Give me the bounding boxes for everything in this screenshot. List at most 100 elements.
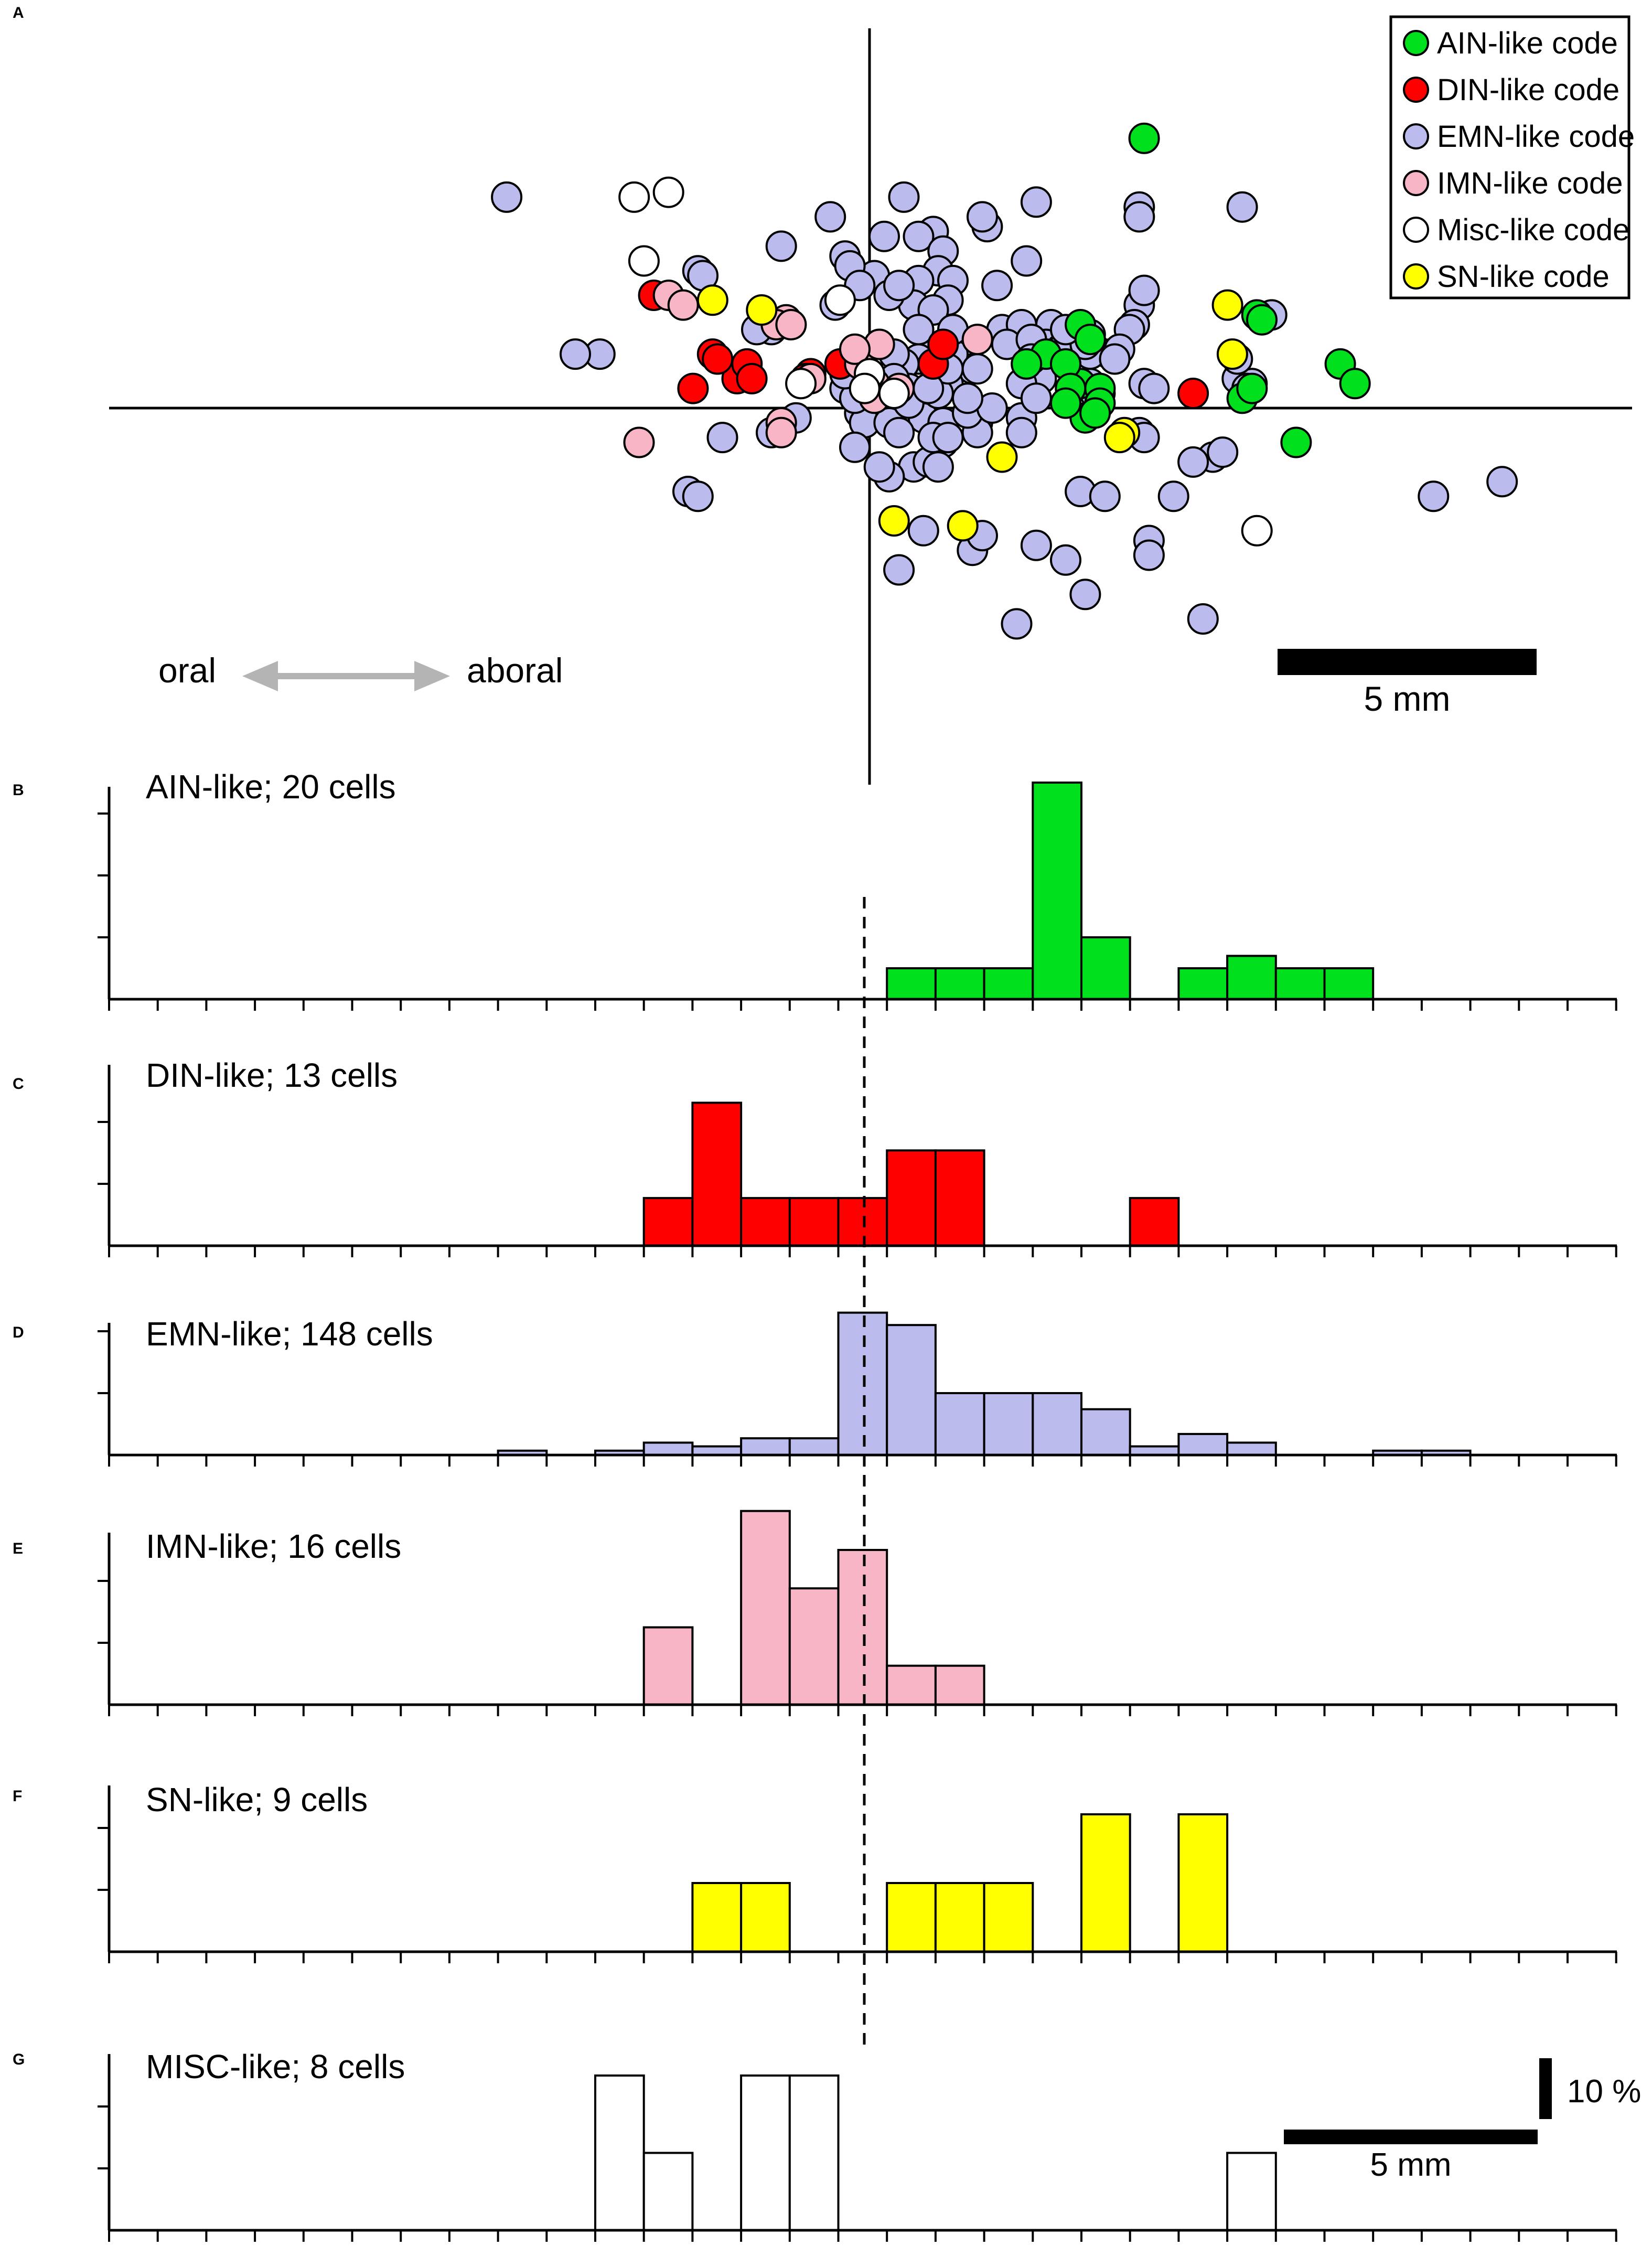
- panel-letter-f: F: [13, 1788, 22, 1805]
- panel-letter-d: D: [13, 1324, 24, 1341]
- scatter-point-emn: [961, 353, 993, 385]
- scatter-point-din: [1177, 378, 1209, 409]
- percent-scale-bar-label: 10 %: [1567, 2073, 1641, 2110]
- scatter-point-emn: [765, 230, 797, 262]
- histogram-bar: [788, 1437, 840, 1457]
- histogram-bar: [1226, 955, 1277, 1001]
- legend-label-imn: IMN-like code: [1437, 166, 1623, 200]
- scatter-point-emn: [491, 181, 523, 213]
- scatter-point-misc: [849, 372, 881, 404]
- legend-marker-ain: [1403, 30, 1429, 56]
- legend-box: [1389, 15, 1630, 300]
- histogram-title: EMN-like; 148 cells: [146, 1315, 433, 1353]
- mm-scale-bar: [1284, 2130, 1538, 2144]
- scatter-point-emn: [814, 201, 846, 233]
- scatter-point-emn: [1099, 343, 1131, 375]
- histogram-bar: [1032, 782, 1083, 1000]
- panel-letter-a: A: [13, 4, 24, 22]
- scatter-point-sn: [1216, 338, 1248, 370]
- legend-marker-misc: [1403, 217, 1429, 243]
- histogram-bar: [1177, 967, 1229, 1000]
- oral-aboral-indicator: oral aboral: [158, 651, 563, 691]
- scatter-point-emn: [1011, 245, 1043, 277]
- histogram-bar: [934, 967, 985, 1000]
- scatter-point-emn: [922, 451, 954, 483]
- scatter-point-misc: [1241, 515, 1273, 547]
- oral-label: oral: [158, 651, 216, 690]
- histogram-bar: [691, 1101, 743, 1247]
- scatter-point-emn: [883, 270, 915, 302]
- scatter-point-din: [677, 372, 709, 404]
- orientation-arrow-right-head: [414, 661, 450, 691]
- percent-scale-bar: [1539, 2058, 1552, 2119]
- histogram-bar: [642, 1441, 694, 1456]
- histogram-bar: [691, 1882, 743, 1953]
- histogram-bar: [1177, 1432, 1229, 1456]
- scatter-point-emn: [932, 422, 964, 454]
- scatter-point-ain: [1079, 397, 1111, 429]
- histogram-bar: [1274, 967, 1326, 1000]
- histogram-bar: [1080, 1408, 1131, 1456]
- scatter-scale-bar: [1278, 649, 1537, 675]
- histogram-bar: [788, 1197, 840, 1247]
- histogram-title: IMN-like; 16 cells: [146, 1527, 401, 1565]
- scatter-point-emn: [1050, 544, 1081, 576]
- histogram-panel-g: MISC-like; 8 cells: [98, 2048, 1617, 2242]
- scatter-point-emn: [1001, 608, 1033, 640]
- scatter-point-emn: [903, 220, 935, 252]
- scatter-point-imn: [623, 426, 655, 458]
- scatter-point-emn: [863, 451, 895, 483]
- scatter-point-emn: [1138, 372, 1170, 404]
- histogram-bar: [642, 2152, 694, 2231]
- scatter-point-emn: [1128, 274, 1160, 306]
- histogram-bar: [1226, 2152, 1277, 2231]
- histogram-bar: [886, 1882, 937, 1953]
- scatter-point-imn: [839, 333, 871, 365]
- histogram-bar: [788, 1587, 840, 1706]
- scatter-point-emn: [1157, 480, 1189, 512]
- histogram-bar: [1226, 1441, 1277, 1456]
- histogram-title: DIN-like; 13 cells: [146, 1056, 398, 1094]
- scatter-point-misc: [628, 245, 660, 277]
- scatter-point-sn: [878, 505, 910, 537]
- scatter-point-misc: [785, 368, 817, 400]
- scatter-point-misc: [618, 181, 650, 213]
- scatter-point-ain: [1339, 368, 1371, 400]
- scatter-point-ain: [1050, 387, 1081, 419]
- histogram-panels: AIN-like; 20 cells DIN-like; 13 cells EMN-…: [98, 768, 1617, 2242]
- scatter-scale-bar-label: 5 mm: [1364, 679, 1451, 718]
- scatter-point-emn: [1020, 186, 1052, 218]
- scatter-point-sn: [947, 510, 979, 542]
- scatter-point-emn: [1207, 436, 1239, 468]
- histogram-bar: [594, 2074, 645, 2231]
- scatter-point-ain: [1128, 122, 1160, 154]
- scatter-point-misc: [878, 378, 910, 409]
- scatter-point-imn: [775, 309, 807, 340]
- scatter-point-sn: [696, 284, 728, 316]
- legend-label-ain: AIN-like code: [1437, 26, 1618, 60]
- scatter-point-emn: [868, 220, 900, 252]
- histogram-bar: [886, 1664, 937, 1706]
- aboral-label: aboral: [467, 651, 563, 690]
- scatter-point-sn: [986, 441, 1018, 473]
- scatter-point-emn: [981, 270, 1013, 302]
- scatter-point-ain: [1074, 324, 1106, 356]
- scatter-point-din: [736, 362, 768, 394]
- scatter-point-emn: [1069, 579, 1101, 611]
- scatter-point-emn: [1226, 191, 1258, 223]
- scatter-point-emn: [1020, 529, 1052, 561]
- scatter-point-ain: [1011, 348, 1043, 380]
- scatter-point-misc: [652, 176, 684, 208]
- scatter-point-emn: [1187, 603, 1219, 635]
- legend-marker-imn: [1403, 170, 1429, 196]
- scatter-point-emn: [883, 554, 915, 586]
- scatter-point-emn: [1418, 480, 1450, 512]
- panel-letter-g: G: [13, 2051, 25, 2068]
- panel-letter-b: B: [13, 782, 24, 799]
- histogram-bar: [934, 1149, 985, 1247]
- scatter-point-emn: [1133, 539, 1165, 571]
- histogram-bar: [740, 1197, 791, 1247]
- histogram-bar: [788, 2074, 840, 2231]
- legend-label-misc: Misc-like code: [1437, 213, 1629, 247]
